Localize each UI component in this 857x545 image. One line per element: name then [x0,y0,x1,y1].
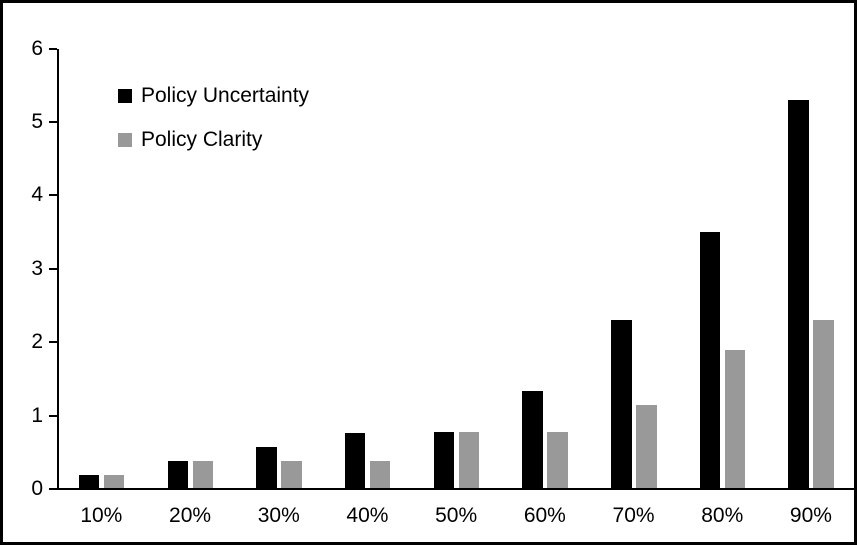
bar-policy-clarity-10pct [103,475,125,489]
y-tick [49,414,57,417]
legend-swatch-clarity-icon [118,132,132,147]
y-tick [49,341,57,344]
x-category-label: 10% [80,504,123,527]
y-tick-label: 0 [31,477,43,500]
bar-policy-uncertainty-20pct [167,461,189,489]
y-tick-label: 5 [31,110,43,133]
y-tick [49,47,57,50]
y-tick [49,121,57,123]
bar-policy-uncertainty-70pct [611,320,632,489]
legend-item-policy-clarity: Policy Clarity [118,126,262,153]
x-axis-line [57,487,854,490]
bar-policy-clarity-50pct [458,432,480,489]
x-category-label: 90% [789,504,832,527]
legend-swatch-uncertainty-icon [118,88,132,103]
y-tick-label: 6 [31,36,43,60]
y-tick-label: 1 [31,403,43,427]
y-tick [49,194,57,197]
x-category-label: 80% [701,504,744,527]
bar-policy-clarity-60pct [547,432,568,489]
y-tick [49,267,57,270]
x-category-label: 70% [612,504,655,527]
plot-area: 10% 20% 30% 40% 50% 60% 70% 80% 90% 0 1 2 3 4 5 6 [3,3,854,542]
bar-policy-uncertainty-80pct [699,232,721,489]
y-tick-label: 2 [31,330,43,354]
bar-policy-uncertainty-10pct [78,475,100,489]
y-tick [49,488,57,490]
bar-policy-clarity-70pct [636,404,657,489]
bar-policy-uncertainty-40pct [344,433,366,489]
bar-policy-uncertainty-30pct [256,447,277,489]
legend-label-policy-uncertainty: Policy Uncertainty [141,83,310,107]
legend-item-policy-uncertainty: Policy Uncertainty [118,82,309,109]
x-category-label: 40% [346,504,389,527]
bar-policy-uncertainty-90pct [788,99,809,489]
y-tick-label: 3 [31,256,43,280]
bar-policy-clarity-40pct [369,461,391,489]
bar-policy-clarity-30pct [281,461,302,489]
legend-label-policy-clarity: Policy Clarity [141,127,263,151]
bar-policy-clarity-80pct [724,349,746,489]
x-category-label: 60% [523,504,566,527]
x-category-label: 20% [169,504,212,527]
bar-policy-uncertainty-60pct [522,391,543,489]
bar-policy-uncertainty-50pct [433,431,455,489]
bar-policy-clarity-90pct [813,320,834,489]
y-tick-label: 4 [31,183,43,207]
x-category-label: 50% [435,504,478,527]
y-axis-line [57,48,59,490]
x-category-label: 30% [257,504,300,527]
bar-policy-clarity-20pct [192,461,214,489]
